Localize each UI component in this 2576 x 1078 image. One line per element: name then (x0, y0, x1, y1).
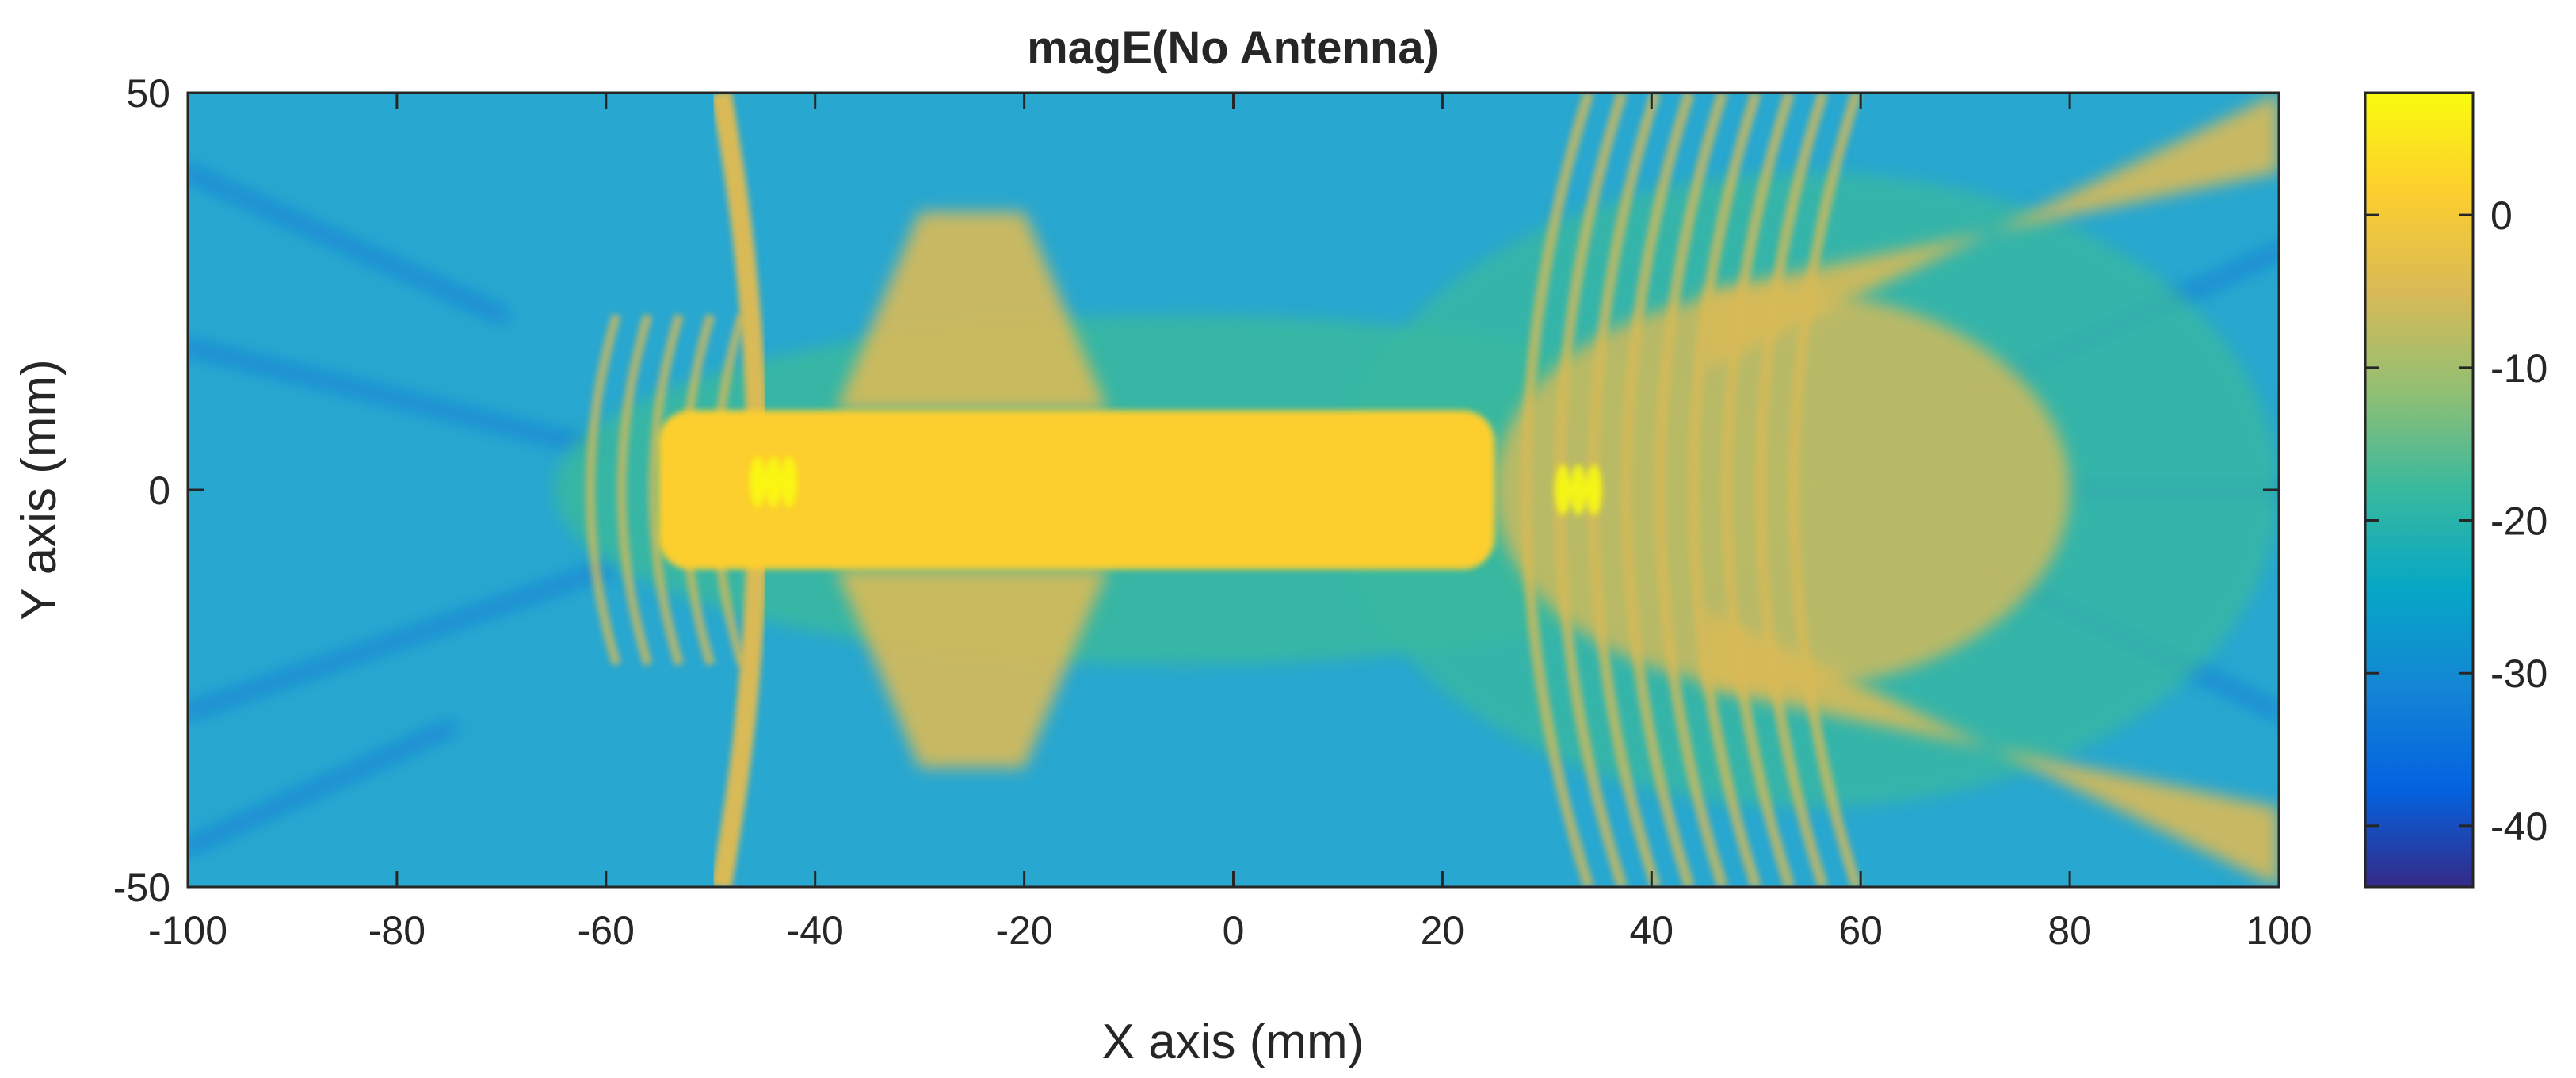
colorbar-tick-label: 0 (2490, 193, 2513, 238)
colorbar-tick-label: -10 (2490, 346, 2547, 391)
y-tick-label: 50 (126, 71, 170, 116)
x-axis: -100 -80 -60 -40 -20 0 20 40 60 80 100 (148, 93, 2312, 953)
x-tick-label: -80 (368, 908, 426, 953)
x-tick-label: -100 (148, 908, 227, 953)
x-tick-label: -20 (995, 908, 1052, 953)
x-tick-label: -60 (578, 908, 635, 953)
colorbar-tick-label: -20 (2490, 499, 2547, 544)
x-tick-label: 100 (2246, 908, 2311, 953)
right-hotspot (1555, 464, 1602, 515)
x-tick-label: 60 (1838, 908, 1883, 953)
x-tick-label: 80 (2047, 908, 2092, 953)
central-beam (658, 410, 1495, 570)
x-tick-label: -40 (787, 908, 844, 953)
x-axis-label: X axis (mm) (1102, 1015, 1364, 1069)
x-tick-label: 20 (1421, 908, 1465, 953)
y-tick-label: 0 (148, 468, 170, 513)
colorbar-ticks: 0 -10 -20 -30 -40 (2365, 193, 2547, 849)
y-tick-label: -50 (113, 866, 170, 910)
y-axis-label: Y axis (mm) (12, 359, 67, 621)
colorbar-tick-label: -40 (2490, 805, 2547, 849)
right-fringe-region (1494, 291, 2070, 689)
y-axis: -50 0 50 (113, 71, 2279, 910)
colorbar (2364, 91, 2475, 889)
colorbar-tick-label: -30 (2490, 652, 2547, 696)
field-layer (188, 93, 2279, 887)
left-hotspot (750, 456, 797, 507)
x-tick-label: 40 (1629, 908, 1673, 953)
beam-lobes (836, 212, 1109, 768)
heatmap-plot-area (188, 93, 2279, 887)
x-tick-label: 0 (1223, 908, 1245, 953)
chart-title: magE(No Antenna) (1027, 22, 1439, 74)
